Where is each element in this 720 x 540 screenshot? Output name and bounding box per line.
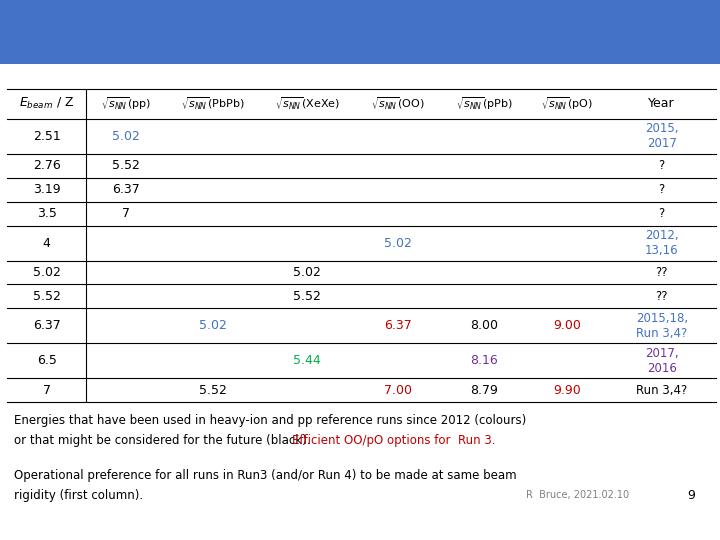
Text: 6.37: 6.37 [112, 183, 140, 196]
Text: 2017,
2016: 2017, 2016 [645, 347, 678, 375]
Text: 6.5: 6.5 [37, 354, 57, 367]
Text: $\sqrt{s_{NN}}$(PbPb): $\sqrt{s_{NN}}$(PbPb) [181, 96, 245, 112]
Text: 8.79: 8.79 [470, 384, 498, 397]
Text: Efficient OO/pO options for  Run 3.: Efficient OO/pO options for Run 3. [292, 434, 495, 447]
Text: 3.19: 3.19 [33, 183, 60, 196]
Text: 5.52: 5.52 [112, 159, 140, 172]
Text: Energies that have been used in heavy-ion and pp reference runs since 2012 (colo: Energies that have been used in heavy-io… [14, 414, 526, 427]
Text: 2015,18,
Run 3,4?: 2015,18, Run 3,4? [636, 312, 688, 340]
Text: 5.02: 5.02 [293, 266, 321, 279]
Text: 5.52: 5.52 [199, 384, 227, 397]
Text: 5.02: 5.02 [112, 130, 140, 143]
Text: Operational preference for all runs in Run3 (and/or Run 4) to be made at same be: Operational preference for all runs in R… [14, 469, 517, 482]
Text: 2.76: 2.76 [33, 159, 60, 172]
Text: 3.5: 3.5 [37, 207, 57, 220]
Text: Run 3,4?: Run 3,4? [636, 384, 688, 397]
Text: Year: Year [649, 97, 675, 111]
Text: 5.52: 5.52 [293, 290, 321, 303]
Text: 9.90: 9.90 [554, 384, 581, 397]
Text: ?: ? [659, 159, 665, 172]
Text: rigidity (first column).: rigidity (first column). [14, 489, 143, 502]
Text: 2015,
2017: 2015, 2017 [645, 122, 678, 150]
Text: 6.37: 6.37 [384, 320, 412, 333]
Text: 9: 9 [688, 489, 696, 502]
Text: ?: ? [659, 183, 665, 196]
Text: 8.16: 8.16 [471, 354, 498, 367]
Text: R  Bruce, 2021.02.10: R Bruce, 2021.02.10 [526, 490, 629, 500]
Text: 2012,
13,16: 2012, 13,16 [645, 229, 678, 257]
Text: 4: 4 [43, 237, 50, 249]
Text: 9.00: 9.00 [554, 320, 581, 333]
Text: 7.00: 7.00 [384, 384, 412, 397]
Text: or that might be considered for the future (black).: or that might be considered for the futu… [14, 434, 318, 447]
Text: 7: 7 [122, 207, 130, 220]
Text: $\sqrt{s_{NN}}$(pp): $\sqrt{s_{NN}}$(pp) [101, 96, 151, 112]
Text: 5.44: 5.44 [293, 354, 321, 367]
Text: ??: ?? [655, 266, 668, 279]
Text: $\sqrt{s_{NN}}$(XeXe): $\sqrt{s_{NN}}$(XeXe) [274, 96, 340, 112]
Text: 5.02: 5.02 [199, 320, 227, 333]
Text: ??: ?? [655, 290, 668, 303]
Text: Heavy-ion and pp ref energies/TeV: Heavy-ion and pp ref energies/TeV [64, 16, 656, 45]
Text: $E_{beam}$ / Z: $E_{beam}$ / Z [19, 97, 74, 111]
Text: 5.02: 5.02 [33, 266, 60, 279]
Text: 2.51: 2.51 [33, 130, 60, 143]
Text: $\sqrt{s_{NN}}$(OO): $\sqrt{s_{NN}}$(OO) [371, 96, 425, 112]
Text: ?: ? [659, 207, 665, 220]
Text: 8.00: 8.00 [470, 320, 498, 333]
Text: 7: 7 [42, 384, 51, 397]
Text: 5.02: 5.02 [384, 237, 412, 249]
Text: $\sqrt{s_{NN}}$(pO): $\sqrt{s_{NN}}$(pO) [541, 96, 593, 112]
Text: $\sqrt{s_{NN}}$(pPb): $\sqrt{s_{NN}}$(pPb) [456, 96, 513, 112]
Text: 6.37: 6.37 [33, 320, 60, 333]
Text: 5.52: 5.52 [33, 290, 60, 303]
